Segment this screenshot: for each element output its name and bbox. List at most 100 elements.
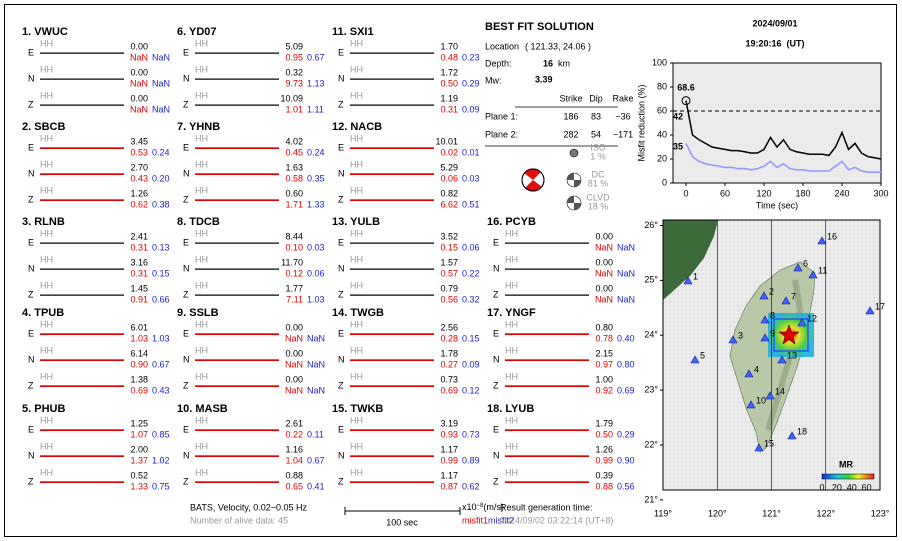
misfit2: 0.13	[152, 242, 170, 252]
amplitude: 0.00	[130, 93, 148, 103]
channel-label: HH	[505, 415, 518, 425]
component-label: Z	[183, 99, 189, 109]
misfit2: 0.56	[617, 481, 635, 491]
channel-label: HH	[195, 185, 208, 195]
station-number: 16	[827, 231, 837, 241]
misfit2: 0.41	[307, 481, 325, 491]
channel-label: HH	[505, 441, 518, 451]
plane-value: −171	[613, 129, 633, 139]
misfit2-legend: misfit2	[488, 515, 514, 525]
station-number: 5	[700, 350, 705, 360]
channel-label: HH	[195, 371, 208, 381]
channel-label: HH	[40, 254, 53, 264]
channel-label: HH	[40, 371, 53, 381]
plot-area	[672, 62, 882, 184]
misfit1: 0.27	[440, 359, 458, 369]
component-label: N	[493, 354, 500, 364]
channel-label: HH	[195, 38, 208, 48]
misfit1: 0.95	[285, 52, 303, 62]
misfit2: 0.67	[307, 52, 325, 62]
misfit1: 0.53	[130, 147, 148, 157]
misfit1: 0.62	[130, 199, 148, 209]
misfit2: 0.89	[462, 455, 480, 465]
station-title: 9. SSLB	[177, 307, 219, 319]
misfit2: 0.51	[462, 199, 480, 209]
station-number: 10	[756, 395, 766, 405]
channel-label: HH	[350, 90, 363, 100]
y-tick-label: 40	[657, 129, 667, 139]
component-label: N	[28, 168, 35, 178]
channel-label: HH	[40, 280, 53, 290]
misfit1: 0.69	[130, 385, 148, 395]
station-title: 17. YNGF	[487, 307, 536, 319]
station-title: 18. LYUB	[487, 403, 534, 415]
station-title: 11. SXI1	[332, 26, 374, 38]
misfit2: 1.03	[307, 294, 325, 304]
component-label: N	[338, 168, 345, 178]
misfit1: 0.57	[440, 268, 458, 278]
y-tick-label: 20	[657, 153, 667, 163]
amplitude: 2.56	[440, 322, 458, 332]
lat-label: 22°	[644, 439, 658, 449]
lon-label: 123°	[871, 508, 890, 518]
station-marker	[793, 263, 803, 272]
misfit1: 0.15	[440, 242, 458, 252]
station-number: 15	[764, 438, 774, 448]
component-label: Z	[28, 476, 34, 486]
misfit2: 0.73	[462, 429, 480, 439]
station-number: 9	[770, 328, 775, 338]
channel-label: HH	[195, 280, 208, 290]
component-label: N	[338, 354, 345, 364]
amplitude: 1.57	[440, 257, 458, 267]
epicenter	[778, 324, 800, 345]
misfit2: 1.11	[307, 104, 324, 114]
amplitude: 4.02	[285, 136, 303, 146]
misfit1: NaN	[595, 242, 613, 252]
misfit2: 0.24	[152, 147, 170, 157]
station-title: 14. TWGB	[332, 307, 384, 319]
misfit1: NaN	[285, 333, 303, 343]
component-label: N	[183, 450, 190, 460]
amplitude: 0.82	[440, 188, 458, 198]
component-name: CLVD	[586, 192, 610, 202]
misfit1: 0.12	[285, 268, 303, 278]
misfit2: 0.15	[462, 333, 480, 343]
amplitude: 1.25	[130, 418, 148, 428]
misfit1: 0.02	[440, 147, 458, 157]
unit: x10−8(m/s)	[462, 502, 504, 512]
misfit1: NaN	[130, 104, 148, 114]
best-fit-marker	[681, 96, 691, 106]
channel-label: HH	[195, 319, 208, 329]
lat-label: 24°	[644, 330, 658, 340]
x-tick-label: 240	[834, 188, 849, 198]
unit-part: −8	[477, 503, 485, 509]
channel-label: HH	[40, 159, 53, 169]
lat-label: 21°	[644, 494, 658, 504]
station-marker	[754, 443, 764, 452]
amplitude: 1.72	[440, 67, 458, 77]
station-marker	[781, 296, 791, 305]
x-tick-label: 300	[873, 188, 888, 198]
scale-label: 100 sec	[386, 517, 418, 527]
amplitude: 5.29	[440, 162, 458, 172]
misfit1: 0.88	[595, 481, 613, 491]
amplitude: 1.26	[595, 444, 613, 454]
misfit2: NaN	[152, 104, 170, 114]
y-axis-label: Misfit reduction (%)	[636, 84, 646, 161]
location-label: Location	[485, 41, 519, 51]
component-pct: 81 %	[588, 178, 609, 188]
station-number: 11	[818, 265, 827, 275]
amplitude: 0.00	[595, 231, 613, 241]
misfit2: 0.20	[152, 173, 170, 183]
station-marker	[760, 315, 770, 324]
beachball-quadrant	[525, 180, 542, 192]
grid-box	[773, 318, 809, 352]
x-axis-label: Time (sec)	[756, 200, 798, 210]
mw: 3.39	[535, 74, 553, 84]
channel-label: HH	[40, 441, 53, 451]
channel-label: HH	[505, 371, 518, 381]
channel-label: HH	[350, 254, 363, 264]
misfit1: NaN	[130, 52, 148, 62]
station-title: 15. TWKB	[332, 403, 383, 415]
